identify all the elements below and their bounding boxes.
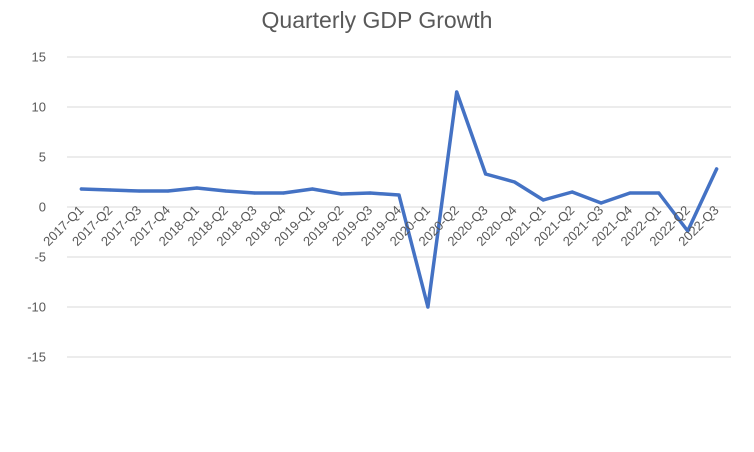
- y-tick-label: -5: [34, 250, 46, 265]
- y-tick-label: -15: [27, 350, 46, 365]
- chart-title: Quarterly GDP Growth: [262, 7, 493, 33]
- series-line-0: [79, 90, 719, 309]
- data-point: [224, 189, 228, 193]
- data-point: [628, 191, 632, 195]
- data-point: [426, 305, 430, 309]
- data-point: [455, 90, 459, 94]
- series-lines: [79, 90, 719, 309]
- data-point: [339, 192, 343, 196]
- y-tick-label: 5: [39, 150, 46, 165]
- data-point: [79, 187, 84, 191]
- gridlines: [67, 56, 731, 358]
- data-point: [137, 189, 141, 193]
- data-point: [686, 229, 690, 233]
- data-point: [310, 187, 314, 191]
- y-tick-label: -10: [27, 300, 46, 315]
- data-point: [281, 191, 286, 195]
- data-point: [570, 190, 574, 194]
- data-point: [397, 193, 401, 197]
- y-tick-label: 10: [32, 100, 46, 115]
- data-point: [253, 191, 257, 195]
- data-point: [512, 180, 517, 184]
- y-tick-label: 15: [32, 50, 46, 65]
- x-axis-ticks: 2017-Q12017-Q22017-Q32017-Q42018-Q12018-…: [40, 203, 722, 249]
- y-axis-ticks: 15 10 5 0 -5 -10 -15: [27, 50, 46, 365]
- data-point: [166, 189, 170, 193]
- data-point: [195, 186, 199, 190]
- data-point: [657, 191, 661, 195]
- y-tick-label: 0: [39, 200, 46, 215]
- data-point: [714, 167, 719, 171]
- data-point: [484, 172, 488, 176]
- data-point: [108, 188, 112, 192]
- data-point: [368, 191, 372, 195]
- data-point: [541, 198, 545, 202]
- data-point: [599, 201, 603, 205]
